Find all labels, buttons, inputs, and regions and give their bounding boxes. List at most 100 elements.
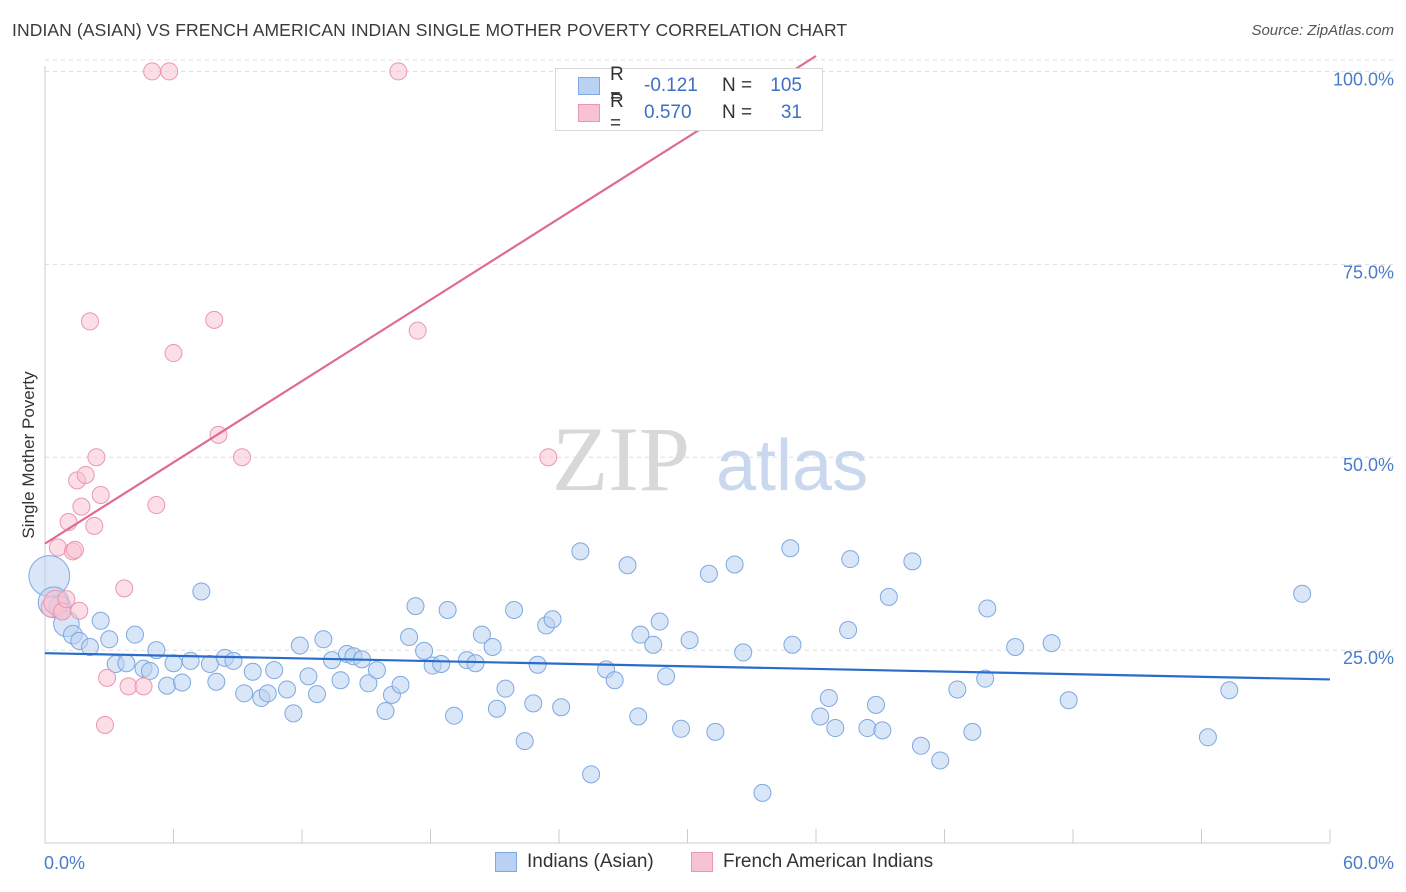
trend-line-indians-asian [44,652,1331,681]
point-indians-asian [391,675,410,694]
point-indians-asian [819,688,838,707]
legend-swatch-pink [691,852,713,872]
point-indians-asian [496,679,515,698]
point-indians-asian [524,694,543,713]
point-indians-asian [978,599,997,618]
legend-r-value: -0.121 [644,75,698,96]
point-indians-asian [299,667,318,686]
point-indians-asian [734,643,753,662]
point-indians-asian [931,751,950,770]
point-indians-asian [515,732,534,751]
point-indians-asian [359,674,378,693]
point-indians-asian [140,661,159,680]
point-french-american-indians [389,62,408,81]
point-indians-asian [164,654,183,673]
point-indians-asian [841,550,860,569]
point-french-american-indians [147,496,166,515]
point-indians-asian [1006,638,1025,657]
point-french-american-indians [539,448,558,467]
point-french-american-indians [65,540,84,559]
point-indians-asian [258,684,277,703]
point-french-american-indians [48,538,67,557]
series-legend-item-indians-asian[interactable]: Indians (Asian) [495,851,654,873]
point-indians-asian [826,719,845,738]
point-indians-asian [680,631,699,650]
point-indians-asian [948,680,967,699]
watermark: ZIP atlas [552,408,868,510]
point-indians-asian [811,707,830,726]
point-indians-asian [528,655,547,674]
point-indians-asian [866,695,885,714]
point-indians-asian [879,587,898,606]
point-indians-asian [911,736,930,755]
y-tick-labels: 25.0% 50.0% 75.0% 100.0% [1333,69,1394,668]
point-indians-asian [235,684,254,703]
point-indians-asian [571,542,590,561]
point-french-american-indians [85,516,104,535]
point-french-american-indians [143,62,162,81]
point-indians-asian [207,672,226,691]
trend-lines [44,55,1331,681]
point-indians-asian [314,630,333,649]
point-indians-asian [415,641,434,660]
point-french-american-indians [57,590,76,609]
point-indians-asian [858,719,877,738]
stats-legend: R = -0.121 N = 105 R = 0.570 N = 31 [555,64,823,134]
point-french-american-indians [205,310,224,329]
point-french-american-indians [72,497,91,516]
trend-line-french-american-indians [44,55,817,545]
point-french-american-indians [115,579,134,598]
watermark-atlas: atlas [716,426,868,506]
point-indians-asian [1042,634,1061,653]
point-french-american-indians [76,465,95,484]
point-indians-asian [438,600,457,619]
point-indians-asian [976,669,995,688]
point-french-american-indians [233,448,252,467]
series-legend: Indians (Asian) French American Indians [0,851,1406,877]
point-french-american-indians [91,486,110,505]
point-indians-asian [505,600,524,619]
point-indians-asian [672,719,691,738]
point-indians-asian [543,610,562,629]
point-indians-asian [487,699,506,718]
point-indians-asian [903,552,922,571]
series-legend-item-french-american-indians[interactable]: French American Indians [691,851,933,873]
point-indians-asian [657,667,676,686]
point-indians-asian [173,673,192,692]
point-indians-asian [331,671,350,690]
legend-swatch-blue [495,852,517,872]
point-indians-asian [432,654,451,673]
point-indians-asian [1059,691,1078,710]
y-tick-label: 25.0% [1343,648,1394,668]
point-french-american-indians [98,668,117,687]
point-indians-asian [644,635,663,654]
point-indians-asian [963,722,982,741]
point-indians-asian [1220,681,1239,700]
x-tick-label: 60.0% [1343,853,1394,873]
point-french-american-indians [87,448,106,467]
y-tick-label: 75.0% [1343,262,1394,282]
point-french-american-indians [80,312,99,331]
legend-n-label: N = [722,102,753,123]
point-indians-asian [376,702,395,721]
legend-r-label: R = [610,64,624,107]
gridlines [45,59,1394,651]
legend-row-pink: R = 0.570 N = 31 [578,91,802,134]
y-axis-label: Single Mother Poverty [19,371,38,539]
legend-n-label: N = [722,75,753,96]
point-indians-asian [400,627,419,646]
y-tick-label: 100.0% [1333,69,1394,89]
point-indians-asian [725,555,744,574]
point-indians-asian [290,636,309,655]
point-indians-asian [483,638,502,657]
point-indians-asian [406,597,425,616]
point-indians-asian [552,698,571,717]
point-indians-asian [445,706,464,725]
point-indians-asian [100,630,119,649]
point-indians-asian [117,654,136,673]
point-indians-asian [91,611,110,630]
legend-r-value: 0.570 [644,102,692,123]
point-french-american-indians [134,677,153,696]
point-indians-asian [466,654,485,673]
point-french-american-indians [160,62,179,81]
